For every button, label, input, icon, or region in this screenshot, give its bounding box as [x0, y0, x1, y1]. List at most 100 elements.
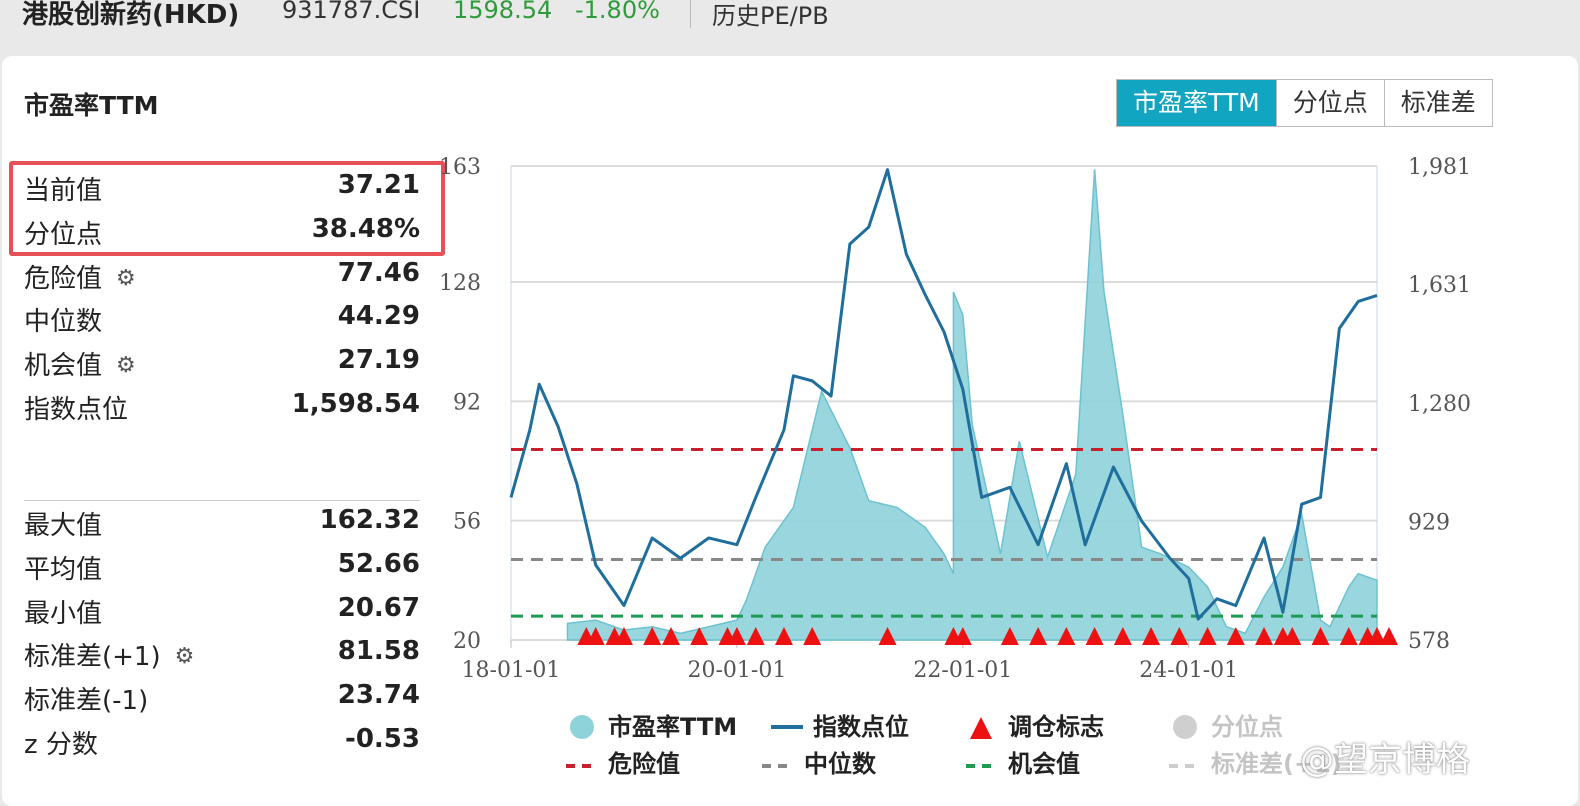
rebalance-marker [643, 627, 662, 645]
stat-label-text: 分位点 [24, 219, 103, 250]
stat-label: 中位数 [24, 301, 102, 338]
legend-label[interactable]: 指数点位 [813, 713, 909, 741]
legend-label[interactable]: 分位点 [1211, 713, 1283, 741]
stat-label-text: 标准差(-1) [24, 686, 149, 717]
tab-std-dev[interactable]: 标准差 [1383, 80, 1492, 126]
index-code: 931787.CSI [282, 0, 421, 24]
stat-label: 分位点 [24, 214, 102, 251]
legend-label[interactable]: 市盈率TTM [608, 713, 737, 741]
rebalance-marker [774, 627, 793, 645]
stat-row: 标准差(+1) ⚙ 81.58 [24, 636, 420, 676]
stat-label: 平均值 [24, 549, 102, 586]
rebalance-marker [878, 627, 897, 645]
gear-icon[interactable]: ⚙ [116, 265, 136, 291]
y-right-tick-label: 1,280 [1408, 392, 1471, 417]
stat-label: 最小值 [24, 593, 102, 630]
tab-pe-ttm[interactable]: 市盈率TTM [1117, 80, 1276, 126]
stat-value: 81.58 [337, 636, 420, 667]
rebalance-marker [1113, 627, 1132, 645]
legend-swatch [970, 717, 992, 739]
stat-row: 最小值 20.67 [24, 593, 420, 633]
stat-value: 77.46 [337, 257, 420, 288]
rebalance-marker [1057, 627, 1076, 645]
y-left-tick-label: 20 [453, 629, 481, 654]
legend-swatch [570, 715, 594, 739]
legend-label[interactable]: 标准差(+1) [1211, 750, 1342, 778]
stat-value: 23.74 [337, 680, 420, 711]
stat-label-text: 当前值 [24, 176, 103, 206]
y-right-tick-label: 1,631 [1408, 273, 1471, 298]
legend-label[interactable]: 危险值 [608, 750, 680, 778]
stat-label: 危险值 ⚙ [24, 258, 136, 295]
header-bar: 港股创新药(HKD) 931787.CSI 1598.54 -1.80% 历史P… [0, 0, 1580, 40]
header-divider [690, 0, 691, 28]
stat-row: 最大值 162.32 [24, 505, 420, 545]
rebalance-marker [662, 627, 681, 645]
stat-label-text: 标准差(+1) [24, 642, 161, 673]
rebalance-marker [614, 627, 633, 645]
stat-row: 分位点 38.48% [24, 214, 420, 254]
rebalance-marker [746, 627, 765, 645]
stat-row: 指数点位 1,598.54 [24, 389, 420, 429]
y-left-tick-label: 128 [439, 271, 481, 296]
legend-label[interactable]: 调仓标志 [1008, 713, 1104, 741]
stat-label-text: 指数点位 [24, 395, 129, 425]
index-line [509, 168, 1378, 621]
rebalance-marker [1170, 627, 1189, 645]
rebalance-marker [803, 627, 822, 645]
stat-value: 162.32 [319, 505, 420, 535]
x-tick-label: 18-01-01 [462, 658, 561, 683]
y-left-tick-label: 92 [453, 390, 481, 415]
x-tick-label: 24-01-01 [1139, 658, 1238, 683]
legend-label[interactable]: 机会值 [1008, 750, 1080, 778]
metric-tabs: 市盈率TTM 分位点 标准差 [1116, 79, 1493, 127]
stat-label: 标准差(+1) ⚙ [24, 636, 194, 673]
rebalance-marker [1311, 627, 1330, 645]
rebalance-marker [1339, 627, 1358, 645]
stat-row: 机会值 ⚙ 27.19 [24, 345, 420, 385]
rebalance-marker [1085, 627, 1104, 645]
stat-label-text: 危险值 [24, 263, 103, 294]
stat-label: 当前值 [24, 170, 102, 207]
rebalance-marker [953, 627, 972, 645]
stat-row: 标准差(-1) 23.74 [24, 680, 420, 720]
rebalance-marker [1029, 627, 1048, 645]
stat-label-text: z 分数 [24, 730, 98, 760]
index-price: 1598.54 [453, 0, 553, 24]
stat-label: z 分数 [24, 724, 98, 761]
y-left-tick-label: 56 [453, 510, 481, 535]
main-card [2, 56, 1578, 806]
stat-value: 37.21 [337, 170, 420, 200]
stat-row: 危险值 ⚙ 77.46 [24, 258, 420, 298]
stat-row: 当前值 37.21 [24, 170, 420, 210]
stat-label-text: 平均值 [24, 554, 103, 585]
rebalance-marker [1380, 627, 1398, 645]
gear-icon[interactable]: ⚙ [116, 353, 136, 379]
stat-value: -0.53 [345, 724, 420, 754]
legend-swatch [1173, 715, 1197, 739]
rebalance-marker [586, 627, 605, 645]
stat-row: 中位数 44.29 [24, 301, 420, 341]
rebalance-marker [690, 627, 709, 645]
y-right-tick-label: 929 [1408, 510, 1450, 535]
x-tick-label: 22-01-01 [913, 658, 1012, 683]
index-change: -1.80% [575, 0, 660, 24]
y-right-tick-label: 1,981 [1408, 155, 1471, 180]
x-tick-label: 20-01-01 [687, 658, 786, 683]
stat-label: 指数点位 [24, 389, 128, 426]
gear-icon[interactable]: ⚙ [174, 644, 195, 670]
stat-value: 1,598.54 [291, 389, 420, 419]
section-title: 市盈率TTM [24, 91, 159, 120]
tab-history-pepb[interactable]: 历史PE/PB [712, 2, 829, 30]
stat-row: 平均值 52.66 [24, 549, 420, 589]
pe-area [566, 169, 1378, 641]
rebalance-marker [1000, 627, 1019, 645]
stat-value: 38.48% [311, 213, 420, 244]
rebalance-marker [1226, 627, 1245, 645]
stats-divider [24, 500, 420, 501]
rebalance-marker [727, 627, 746, 645]
legend-label[interactable]: 中位数 [804, 750, 877, 778]
tab-percentile[interactable]: 分位点 [1275, 80, 1384, 126]
rebalance-marker [1142, 627, 1161, 645]
